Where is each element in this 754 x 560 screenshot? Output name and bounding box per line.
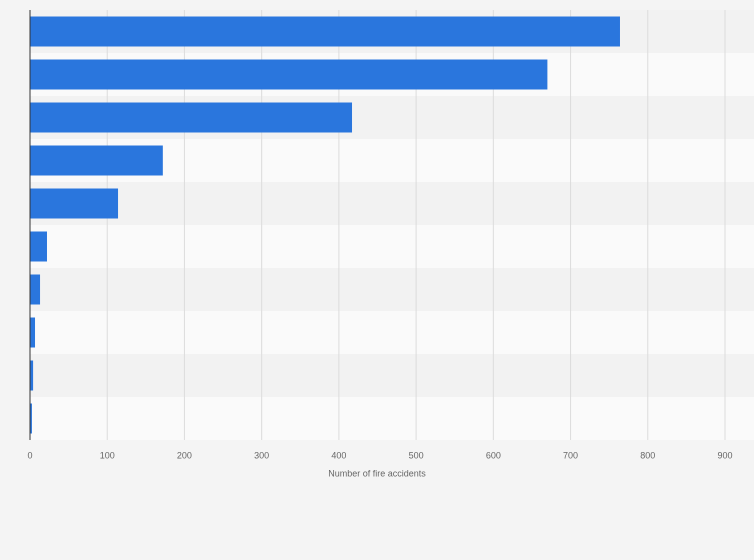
bar (30, 59, 548, 90)
bar (30, 16, 620, 47)
bar (30, 102, 353, 133)
row-band (30, 268, 754, 311)
row-band (30, 397, 754, 440)
x-axis-title: Number of fire accidents (328, 468, 426, 478)
x-tick-label: 400 (331, 450, 346, 460)
row-band (30, 225, 754, 268)
bar (30, 403, 32, 434)
x-tick-label: 600 (486, 450, 501, 460)
x-tick-label: 500 (409, 450, 424, 460)
row-band (30, 354, 754, 397)
x-tick-label: 900 (717, 450, 732, 460)
bar (30, 231, 47, 262)
x-tick-label: 100 (100, 450, 115, 460)
x-tick-label: 800 (640, 450, 655, 460)
x-tick-label: 700 (563, 450, 578, 460)
row-band (30, 182, 754, 225)
row-band (30, 311, 754, 354)
bar (30, 317, 36, 348)
bar (30, 145, 163, 176)
bar (30, 360, 34, 391)
x-tick-label: 0 (27, 450, 32, 460)
x-tick-label: 300 (254, 450, 269, 460)
bar (30, 188, 119, 219)
bar (30, 274, 41, 305)
x-tick-label: 200 (177, 450, 192, 460)
